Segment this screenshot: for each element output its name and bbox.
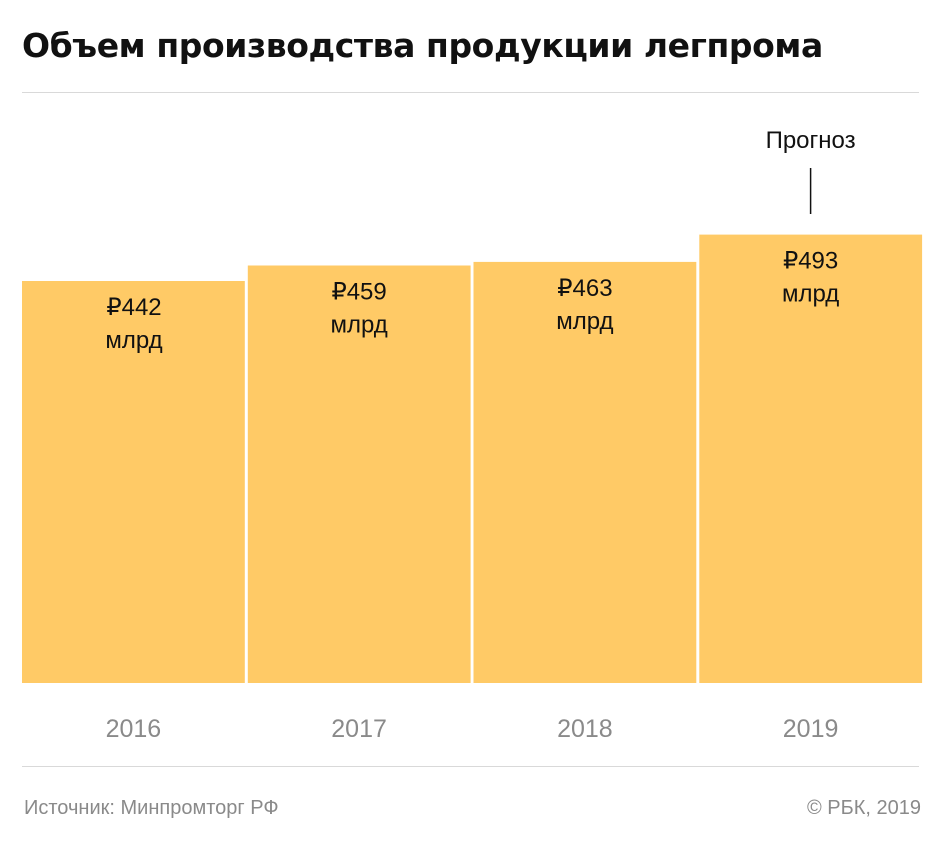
- x-tick-label-2018: 2018: [557, 715, 613, 743]
- source-note: Источник: Минпромторг РФ: [24, 797, 279, 819]
- bar-labels-group: ₽442 млрд ₽459 млрд ₽463 млрд ₽493 млрд: [105, 248, 839, 354]
- bar-2019: [699, 234, 923, 683]
- x-tick-label-2017: 2017: [331, 715, 387, 743]
- bar-value-unit: млрд: [330, 312, 387, 339]
- top-divider: [22, 92, 919, 93]
- bar-value-amount: ₽459: [331, 279, 386, 306]
- chart-title: Объем производства продукции легпрома: [22, 26, 823, 65]
- x-tick-label-2019: 2019: [783, 715, 839, 743]
- year-labels-group: 2016 2017 2018 2019: [106, 715, 839, 743]
- bar-value-label-2016: ₽442 млрд: [105, 294, 162, 354]
- annotations-group: Прогноз: [766, 127, 856, 214]
- forecast-label: Прогноз: [766, 127, 856, 154]
- bar-value-amount: ₽493: [783, 248, 838, 275]
- bar-value-label-2018: ₽463 млрд: [556, 275, 613, 335]
- bar-value-amount: ₽442: [106, 294, 161, 321]
- bar-2018: [473, 261, 697, 683]
- bar-2016: [22, 281, 245, 683]
- bar-value-amount: ₽463: [557, 275, 612, 302]
- bar-value-unit: млрд: [105, 327, 162, 354]
- bar-value-label-2017: ₽459 млрд: [330, 279, 387, 339]
- bar-2017: [247, 265, 471, 683]
- x-tick-label-2016: 2016: [106, 715, 162, 743]
- bars-group: [22, 234, 923, 683]
- bar-value-unit: млрд: [556, 308, 613, 335]
- bar-value-label-2019: ₽493 млрд: [782, 248, 839, 308]
- bottom-divider: [22, 766, 919, 767]
- copyright-note: © РБК, 2019: [806, 797, 921, 819]
- bar-value-unit: млрд: [782, 281, 839, 308]
